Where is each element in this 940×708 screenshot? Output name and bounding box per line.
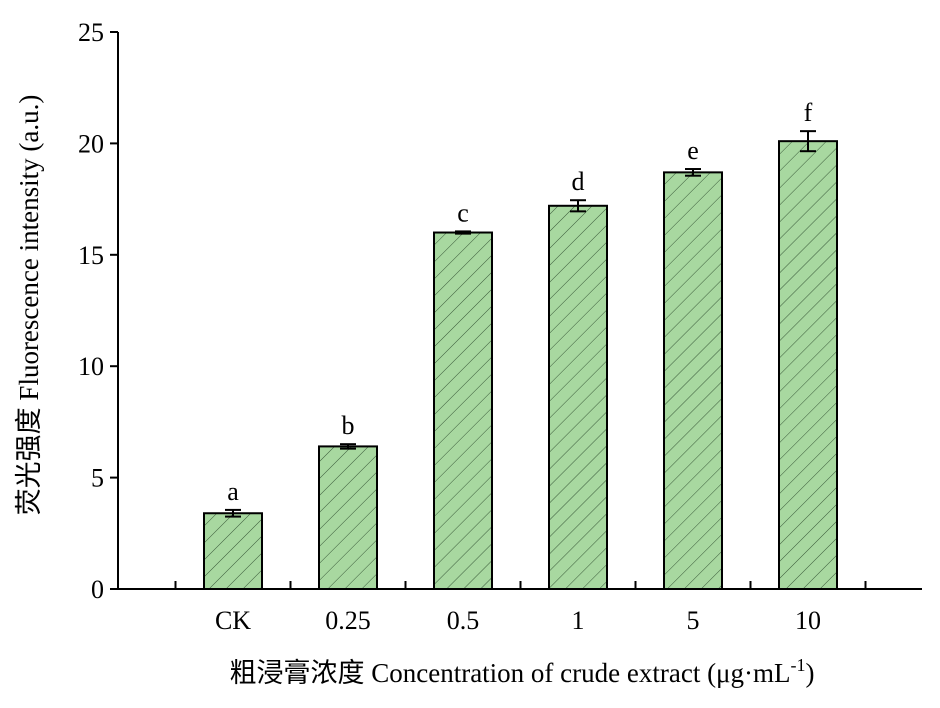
y-tick-label: 5 bbox=[91, 464, 104, 493]
axes: 0 5 10 15 20 25 bbox=[78, 18, 922, 604]
x-tick-label: 1 bbox=[572, 606, 585, 635]
y-axis-label: 荧光强度 Fluorescence intensity (a.u.) bbox=[14, 95, 44, 516]
y-tick-label: 0 bbox=[91, 575, 104, 604]
x-axis-label-close: ) bbox=[806, 658, 815, 688]
significance-label-f: f bbox=[804, 98, 813, 127]
bar-hatch-0.25 bbox=[318, 445, 378, 590]
bar-hatch-0.5 bbox=[433, 231, 493, 591]
y-tick-label: 25 bbox=[78, 18, 104, 47]
bar-hatch-10 bbox=[778, 140, 838, 590]
significance-label-a: a bbox=[227, 477, 239, 506]
x-tick-label: CK bbox=[215, 606, 251, 635]
x-axis-label: 粗浸膏浓度 Concentration of crude extract (μg… bbox=[229, 655, 814, 688]
bar-hatch-CK bbox=[203, 512, 263, 590]
plot-area: a CK b 0.25 c 0.5 d 1 e 5 f 10 bbox=[203, 98, 838, 635]
y-tick-label: 15 bbox=[78, 241, 104, 270]
x-axis-label-main: 粗浸膏浓度 Concentration of crude extract (μg… bbox=[229, 658, 790, 688]
x-axis-label-superscript: -1 bbox=[791, 655, 806, 675]
bar-hatch-1 bbox=[548, 204, 608, 590]
y-tick-label: 20 bbox=[78, 129, 104, 158]
x-tick-label: 5 bbox=[687, 606, 700, 635]
bar-hatch-5 bbox=[663, 171, 723, 590]
x-tick-label: 0.5 bbox=[447, 606, 480, 635]
significance-label-d: d bbox=[572, 167, 585, 196]
x-tick-label: 10 bbox=[795, 606, 821, 635]
y-tick-label: 10 bbox=[78, 352, 104, 381]
significance-label-e: e bbox=[687, 136, 699, 165]
significance-label-c: c bbox=[457, 198, 469, 227]
significance-label-b: b bbox=[342, 411, 355, 440]
x-tick-label: 0.25 bbox=[325, 606, 371, 635]
